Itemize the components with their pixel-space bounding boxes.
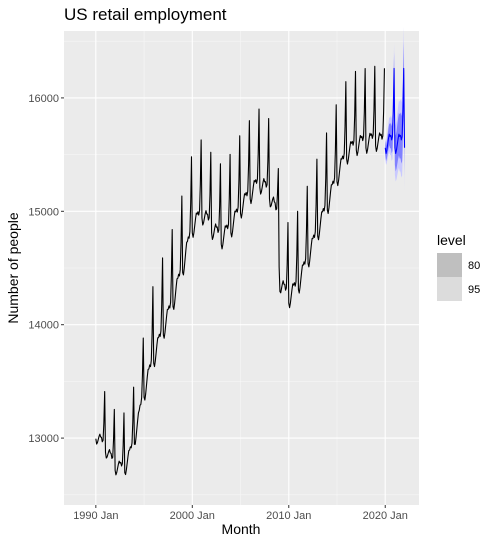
y-tick-label: 16000 xyxy=(28,93,59,105)
y-tick-label: 14000 xyxy=(28,320,59,332)
y-tick-label: 13000 xyxy=(28,433,59,445)
legend-key-95 xyxy=(437,277,462,301)
forecast-line xyxy=(384,67,406,155)
chart-title: US retail employment xyxy=(64,5,227,24)
historical-line xyxy=(95,65,385,476)
x-tick-label: 1990 Jan xyxy=(73,510,118,522)
prediction-interval-80 xyxy=(385,42,405,176)
forecast-band-80 xyxy=(385,42,405,176)
legend: level 80 95 xyxy=(437,232,480,301)
x-tick-label: 2000 Jan xyxy=(170,510,215,522)
y-tick-label: 15000 xyxy=(28,206,59,218)
legend-label-80: 80 xyxy=(468,260,480,272)
x-tick-label: 2010 Jan xyxy=(266,510,311,522)
legend-key-80 xyxy=(437,253,462,277)
y-axis-title: Number of people xyxy=(5,212,21,324)
y-axis-ticks: 13000 14000 15000 16000 xyxy=(28,93,64,445)
x-axis-title: Month xyxy=(222,521,261,537)
series-lines xyxy=(95,65,406,476)
legend-title: level xyxy=(437,232,466,248)
x-tick-label: 2020 Jan xyxy=(363,510,408,522)
x-axis-ticks: 1990 Jan 2000 Jan 2010 Jan 2020 Jan xyxy=(73,505,408,522)
legend-label-95: 95 xyxy=(468,284,480,296)
